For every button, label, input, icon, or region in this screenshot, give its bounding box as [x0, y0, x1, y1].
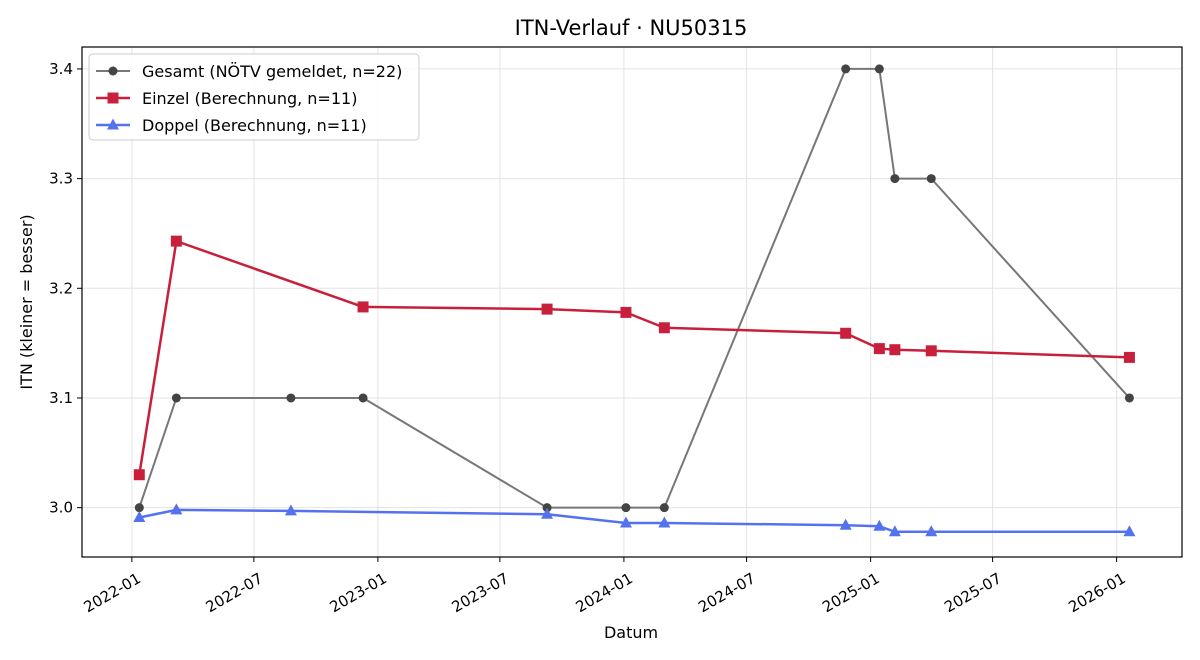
data-point	[873, 343, 885, 355]
legend-label: Gesamt (NÖTV gemeldet, n=22)	[142, 62, 402, 81]
series-layer	[133, 64, 1136, 537]
y-tick-label: 3.4	[49, 60, 73, 78]
legend: Gesamt (NÖTV gemeldet, n=22) Einzel (Bere…	[88, 53, 420, 141]
data-point	[358, 393, 368, 403]
legend-label: Einzel (Berechnung, n=11)	[142, 89, 357, 108]
data-point	[171, 393, 181, 403]
data-point	[658, 516, 671, 528]
y-tick-label: 3.2	[49, 279, 73, 297]
data-point	[890, 174, 900, 184]
data-point	[286, 393, 296, 403]
data-point	[133, 511, 146, 523]
data-point	[839, 518, 852, 530]
y-tick-label: 3.1	[49, 389, 73, 407]
data-point	[170, 235, 182, 247]
data-point	[840, 327, 852, 339]
data-point	[1124, 393, 1134, 403]
data-point	[889, 344, 901, 356]
series-1	[134, 64, 1134, 513]
data-point	[1123, 351, 1135, 363]
legend-item: Einzel (Berechnung, n=11)	[96, 89, 357, 108]
data-point	[357, 301, 369, 313]
data-point	[284, 504, 297, 516]
data-point	[619, 516, 632, 528]
legend-label: Doppel (Berechnung, n=11)	[142, 116, 367, 135]
data-point	[888, 525, 901, 537]
data-point	[134, 503, 144, 513]
data-point	[621, 503, 631, 513]
data-point	[541, 507, 554, 519]
plot-frame	[81, 46, 1183, 558]
data-point	[873, 519, 886, 531]
data-point	[658, 322, 670, 334]
data-point	[659, 503, 669, 513]
data-point	[542, 503, 552, 513]
data-point	[926, 174, 936, 184]
legend-box	[88, 53, 420, 141]
legend-marker	[107, 92, 119, 104]
y-tick-label: 3.3	[49, 170, 73, 188]
chart-title: ITN-Verlauf · NU50315	[515, 16, 748, 40]
y-axis-label: ITN (kleiner = besser)	[17, 214, 36, 389]
data-point	[925, 525, 938, 537]
y-tick-label: 3.0	[49, 499, 73, 517]
data-point	[170, 503, 183, 515]
legend-item: Gesamt (NÖTV gemeldet, n=22)	[96, 62, 402, 81]
y-axis: 3.0 3.1 3.2 3.3 3.4	[49, 60, 82, 517]
series-line	[138, 67, 1131, 509]
series-3	[133, 503, 1136, 537]
data-point	[925, 345, 937, 357]
series-2	[133, 235, 1135, 481]
data-point	[541, 303, 553, 315]
legend-item: Doppel (Berechnung, n=11)	[96, 116, 367, 135]
x-axis-label: Datum	[604, 623, 658, 642]
data-point	[620, 306, 632, 318]
data-point	[841, 64, 851, 74]
data-point	[1123, 525, 1136, 537]
data-point	[133, 469, 145, 481]
legend-marker	[107, 118, 119, 130]
legend-marker	[108, 66, 118, 76]
data-point	[874, 64, 884, 74]
